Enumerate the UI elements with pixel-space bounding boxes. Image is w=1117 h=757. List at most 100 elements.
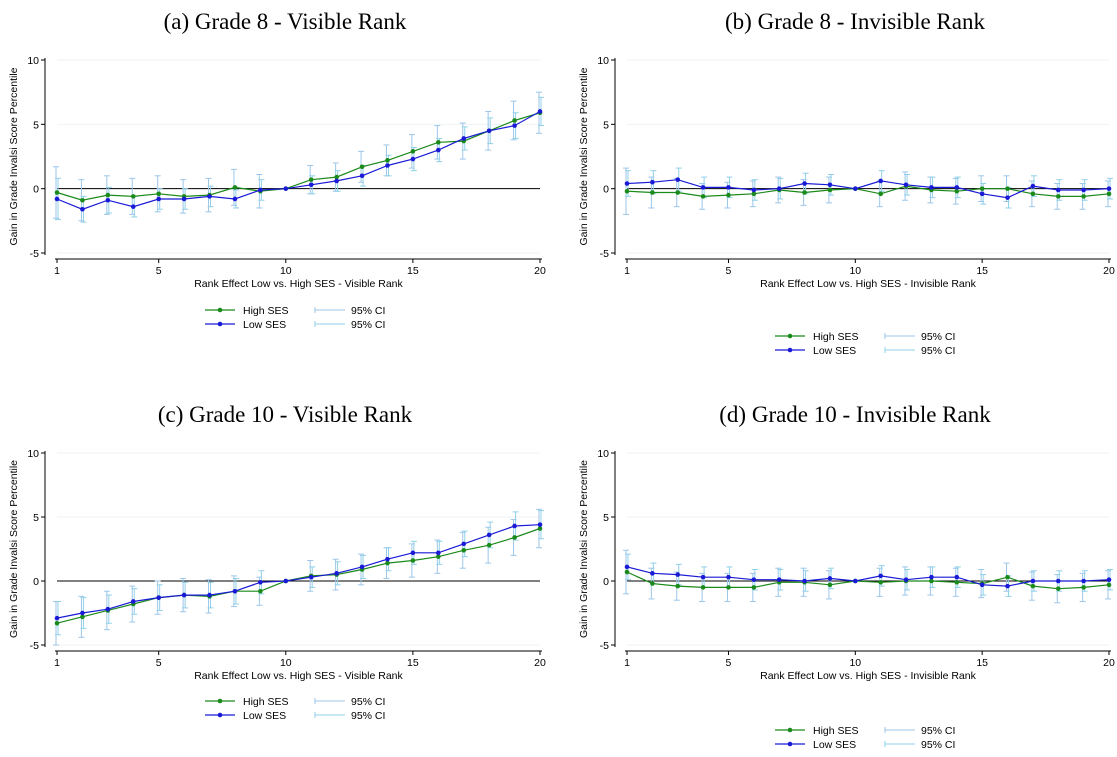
data-point-low-ses <box>156 196 161 202</box>
data-point-low-ses <box>827 576 833 581</box>
y-tick-label: 10 <box>597 55 609 67</box>
data-point-low-ses <box>624 181 630 186</box>
data-point-high-ses <box>1106 191 1112 197</box>
data-point-low-ses <box>512 123 517 128</box>
legend-label: 95% CI <box>351 305 385 317</box>
data-point-high-ses <box>258 588 263 594</box>
data-point-low-ses <box>827 182 833 188</box>
data-point-high-ses <box>54 620 60 626</box>
data-point-low-ses <box>675 572 681 577</box>
x-tick-label: 5 <box>156 657 162 669</box>
legend-marker <box>217 698 223 704</box>
x-tick-label: 10 <box>280 265 292 277</box>
data-point-low-ses <box>776 186 782 191</box>
legend: High SES 95% CI Low SES 95% CI <box>205 696 385 722</box>
data-point-high-ses <box>624 188 630 194</box>
data-point-high-ses <box>1055 586 1061 591</box>
data-point-low-ses <box>954 574 960 580</box>
data-point-low-ses <box>283 186 289 191</box>
y-tick-label: 5 <box>33 512 39 524</box>
legend: High SES 95% CI Low SES 95% CI <box>205 305 385 331</box>
data-point-high-ses <box>334 174 339 180</box>
data-point-high-ses <box>979 186 985 191</box>
data-point-high-ses <box>802 190 807 195</box>
data-point-low-ses <box>334 178 339 184</box>
legend-label: High SES <box>243 305 289 317</box>
data-point-low-ses <box>232 196 238 202</box>
data-point-low-ses <box>903 182 909 188</box>
y-tick-label: 5 <box>603 119 609 131</box>
data-point-high-ses <box>954 579 960 585</box>
data-point-low-ses <box>130 204 136 209</box>
data-point-high-ses <box>700 585 706 590</box>
data-point-high-ses <box>700 194 706 199</box>
y-tick-label: 10 <box>27 448 39 460</box>
data-point-high-ses <box>461 547 467 553</box>
y-tick-label: 10 <box>27 55 39 67</box>
data-point-high-ses <box>410 558 416 563</box>
legend-label: 95% CI <box>351 710 385 722</box>
y-tick-label: -5 <box>30 640 39 652</box>
x-tick-label: 20 <box>1103 265 1115 277</box>
legend: High SES 95% CI Low SES 95% CI <box>775 331 955 357</box>
data-point-high-ses <box>1030 583 1036 589</box>
data-point-high-ses <box>650 190 655 195</box>
data-point-high-ses <box>1081 585 1086 590</box>
data-point-low-ses <box>80 610 85 616</box>
chart-title: (d) Grade 10 - Invisible Rank <box>719 402 991 427</box>
x-tick-label: 20 <box>1103 657 1115 669</box>
data-point-low-ses <box>979 191 985 197</box>
data-point-low-ses <box>903 577 909 583</box>
chart-title: (c) Grade 10 - Visible Rank <box>158 402 413 427</box>
data-point-low-ses <box>929 574 934 580</box>
data-point-high-ses <box>1030 191 1036 197</box>
data-point-low-ses <box>726 185 731 190</box>
data-point-high-ses <box>878 579 883 585</box>
data-point-low-ses <box>181 196 187 202</box>
data-point-low-ses <box>54 196 60 202</box>
data-point-low-ses <box>461 136 467 141</box>
data-point-high-ses <box>650 581 655 586</box>
data-point-low-ses <box>385 163 390 168</box>
data-point-low-ses <box>1055 578 1061 584</box>
legend-label: 95% CI <box>921 345 955 357</box>
data-point-low-ses <box>878 573 883 579</box>
data-point-low-ses <box>436 147 441 153</box>
series-line-high-ses <box>56 112 541 201</box>
y-tick-label: 0 <box>33 184 39 196</box>
data-point-low-ses <box>461 541 467 547</box>
chart-title: (a) Grade 8 - Visible Rank <box>164 9 407 34</box>
data-point-high-ses <box>726 192 731 198</box>
data-point-high-ses <box>512 118 517 123</box>
legend: High SES 95% CI Low SES 95% CI <box>775 725 955 751</box>
data-point-high-ses <box>954 188 960 194</box>
data-point-low-ses <box>105 197 111 203</box>
x-tick-label: 10 <box>849 657 861 669</box>
data-point-low-ses <box>105 606 111 612</box>
legend-label: High SES <box>813 331 859 343</box>
series-line-low-ses <box>626 179 1110 199</box>
data-point-low-ses <box>1030 183 1036 189</box>
x-tick-label: 15 <box>976 265 988 277</box>
x-axis-label: Rank Effect Low vs. High SES - Visible R… <box>194 278 403 290</box>
data-point-low-ses <box>1106 186 1112 191</box>
data-point-low-ses <box>1005 195 1010 200</box>
x-tick-label: 10 <box>280 657 292 669</box>
data-point-low-ses <box>700 185 706 190</box>
data-point-high-ses <box>878 191 883 197</box>
data-point-low-ses <box>512 523 517 529</box>
data-point-high-ses <box>537 526 543 531</box>
data-point-high-ses <box>486 542 492 548</box>
data-point-low-ses <box>1055 187 1061 193</box>
y-tick-label: 0 <box>603 576 609 588</box>
data-point-high-ses <box>156 191 161 197</box>
data-point-high-ses <box>929 578 934 584</box>
x-tick-label: 5 <box>726 265 732 277</box>
data-point-low-ses <box>486 128 492 134</box>
legend-label: 95% CI <box>921 725 955 737</box>
data-point-low-ses <box>207 194 212 199</box>
legend-label: Low SES <box>813 739 856 751</box>
